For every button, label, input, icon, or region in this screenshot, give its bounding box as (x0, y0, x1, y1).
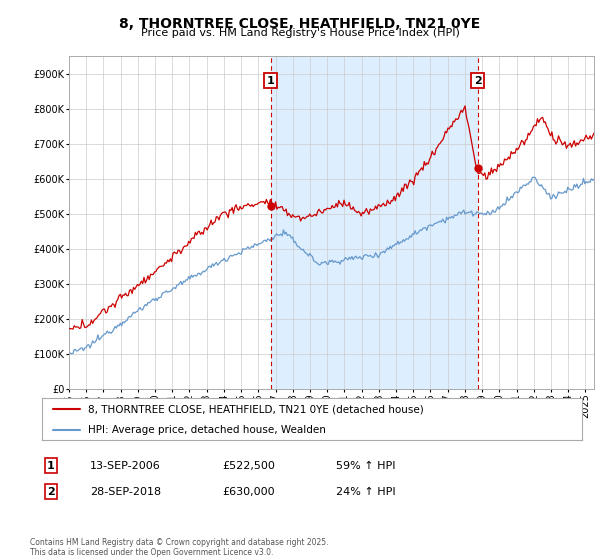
Text: Contains HM Land Registry data © Crown copyright and database right 2025.
This d: Contains HM Land Registry data © Crown c… (30, 538, 329, 557)
Text: 2: 2 (47, 487, 55, 497)
Text: 8, THORNTREE CLOSE, HEATHFIELD, TN21 0YE (detached house): 8, THORNTREE CLOSE, HEATHFIELD, TN21 0YE… (88, 404, 424, 414)
Text: Price paid vs. HM Land Registry's House Price Index (HPI): Price paid vs. HM Land Registry's House … (140, 28, 460, 38)
Text: 13-SEP-2006: 13-SEP-2006 (90, 461, 161, 471)
Text: 8, THORNTREE CLOSE, HEATHFIELD, TN21 0YE: 8, THORNTREE CLOSE, HEATHFIELD, TN21 0YE (119, 17, 481, 31)
Text: £522,500: £522,500 (222, 461, 275, 471)
Text: 59% ↑ HPI: 59% ↑ HPI (336, 461, 395, 471)
Text: HPI: Average price, detached house, Wealden: HPI: Average price, detached house, Weal… (88, 426, 326, 435)
Text: 28-SEP-2018: 28-SEP-2018 (90, 487, 161, 497)
Text: 1: 1 (266, 76, 274, 86)
Text: 1: 1 (47, 461, 55, 471)
Text: 24% ↑ HPI: 24% ↑ HPI (336, 487, 395, 497)
Bar (271, 56, 478, 389)
Text: £630,000: £630,000 (222, 487, 275, 497)
Text: 2: 2 (474, 76, 482, 86)
